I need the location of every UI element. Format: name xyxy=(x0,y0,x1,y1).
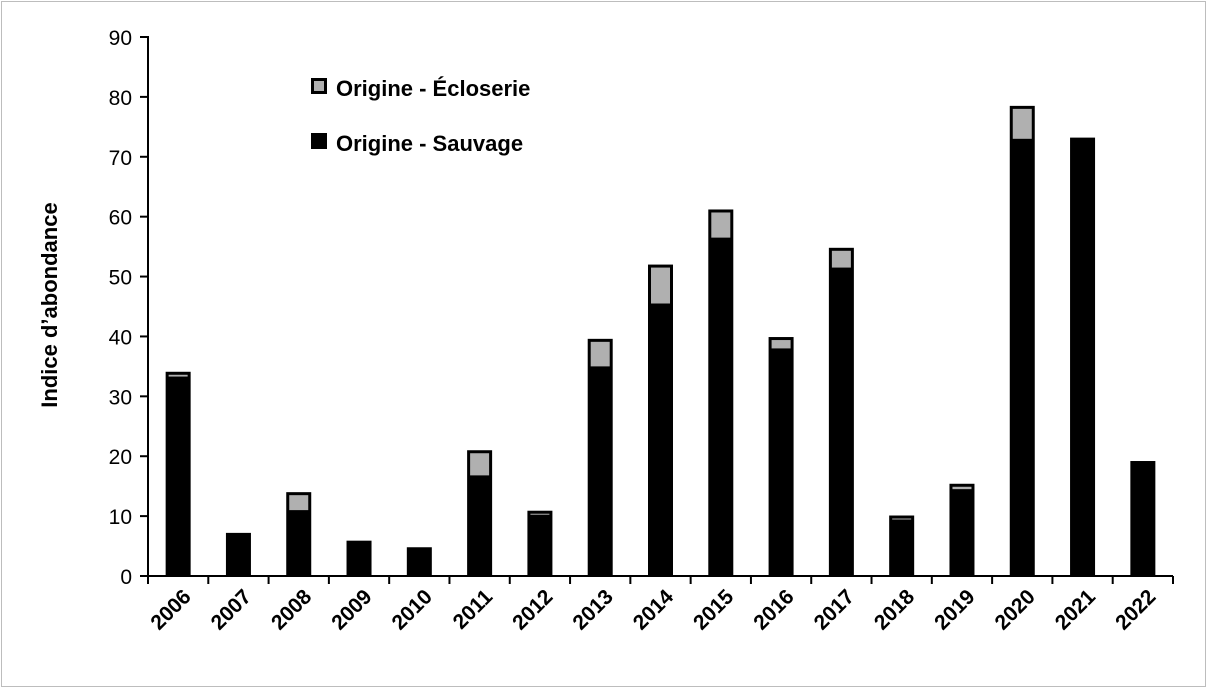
y-tick-label: 90 xyxy=(109,27,132,50)
bar-sauvage xyxy=(889,515,915,576)
x-tick-label: 2018 xyxy=(870,585,920,635)
x-tick-label: 2015 xyxy=(689,585,739,635)
bar-sauvage xyxy=(225,532,251,576)
bar-ecloserie xyxy=(892,518,912,520)
y-tick-label: 20 xyxy=(109,446,132,469)
legend-ecloserie-label: Origine - Écloserie xyxy=(336,76,530,101)
y-tick-label: 0 xyxy=(120,566,132,589)
x-tick-label: 2012 xyxy=(508,585,557,634)
x-tick-label: 2019 xyxy=(930,585,979,634)
bar-sauvage xyxy=(949,483,975,576)
bar-ecloserie xyxy=(289,495,309,511)
bar-sauvage xyxy=(165,371,191,576)
legend-ecloserie-swatch-fill xyxy=(314,81,324,91)
x-tick-label: 2020 xyxy=(991,585,1040,634)
bar-ecloserie xyxy=(470,453,490,476)
legend: Origine - Écloserie Origine - Sauvage xyxy=(311,76,530,156)
y-ticks: 0 10 20 30 40 50 60 70 80 90 xyxy=(109,27,148,589)
y-tick-label: 80 xyxy=(109,87,132,110)
bar-ecloserie xyxy=(168,374,188,377)
x-tick-label: 2022 xyxy=(1111,585,1160,634)
bar-sauvage xyxy=(648,264,673,576)
legend-sauvage-label: Origine - Sauvage xyxy=(336,131,523,156)
bar-sauvage xyxy=(406,547,432,576)
bar-sauvage xyxy=(346,540,372,576)
bar-sauvage xyxy=(1130,461,1156,576)
legend-sauvage-swatch xyxy=(311,133,327,149)
y-tick-label: 50 xyxy=(109,267,132,290)
bar-ecloserie xyxy=(1012,108,1032,139)
x-tick-label: 2008 xyxy=(267,585,317,635)
x-tick-label: 2013 xyxy=(568,585,617,634)
y-tick-label: 40 xyxy=(109,326,132,349)
bar-sauvage xyxy=(828,247,854,576)
bar-ecloserie xyxy=(831,250,851,268)
bar-sauvage xyxy=(527,510,553,576)
bar-ecloserie xyxy=(771,340,791,349)
bar-ecloserie xyxy=(952,486,972,490)
x-tick-label: 2016 xyxy=(749,585,798,634)
x-tick-label: 2009 xyxy=(327,585,376,634)
x-tick-label: 2006 xyxy=(146,585,195,634)
x-labels: 2006 2007 2008 2009 2010 2011 2012 2013 2014 2015… xyxy=(146,585,1160,635)
bar-ecloserie xyxy=(590,341,610,367)
x-tick-label: 2017 xyxy=(810,585,859,634)
bar-ecloserie xyxy=(530,513,550,515)
bar-ecloserie xyxy=(711,212,731,238)
y-tick-label: 10 xyxy=(109,506,132,529)
x-tick-label: 2007 xyxy=(207,585,256,634)
y-tick-label: 30 xyxy=(109,386,132,409)
bar-ecloserie xyxy=(651,267,670,304)
y-tick-label: 70 xyxy=(109,147,132,170)
bar-sauvage xyxy=(1009,105,1035,576)
axes xyxy=(147,36,1174,584)
x-tick-label: 2011 xyxy=(449,585,498,634)
y-tick-label: 60 xyxy=(109,207,132,230)
bar-sauvage xyxy=(1070,137,1096,576)
x-tick-label: 2021 xyxy=(1051,585,1101,635)
bar-sauvage xyxy=(768,337,794,576)
bar-sauvage xyxy=(587,338,613,576)
x-tick-label: 2014 xyxy=(629,585,679,635)
y-axis-title: Indice d’abondance xyxy=(37,202,62,407)
bar-sauvage xyxy=(708,209,734,577)
x-tick-label: 2010 xyxy=(388,585,437,634)
bars xyxy=(165,105,1156,577)
